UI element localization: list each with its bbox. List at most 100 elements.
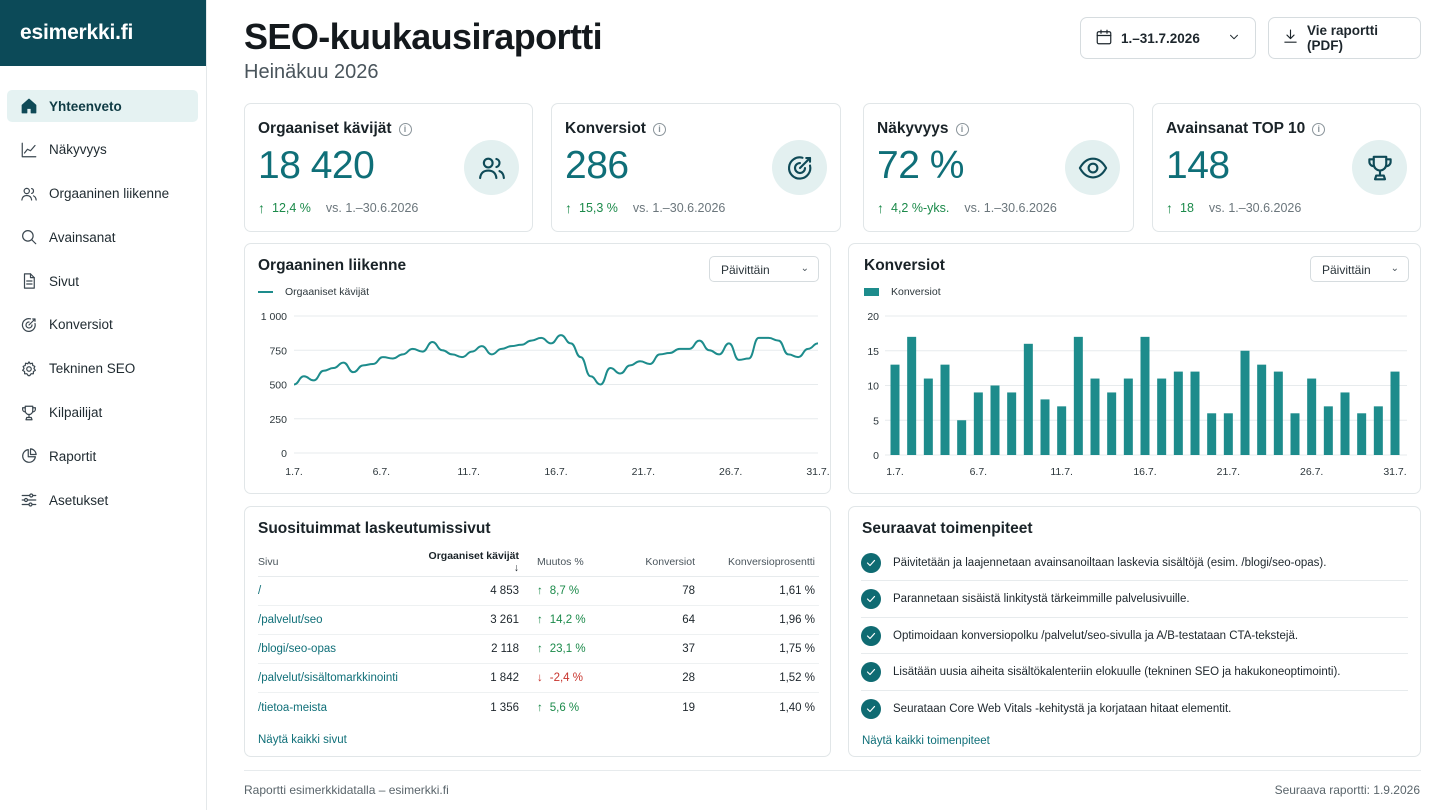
action-text: Lisätään uusia aiheita sisältökalenterii… xyxy=(893,666,1341,678)
bar[interactable] xyxy=(1090,378,1100,455)
bar[interactable] xyxy=(1240,350,1250,455)
visitors-cell: 2 118 xyxy=(423,634,523,664)
bar[interactable] xyxy=(990,385,1000,456)
x-tick-label: 21.7. xyxy=(1217,466,1240,478)
conversions-period-select[interactable]: Päivittäin ⌄ xyxy=(1310,256,1409,282)
sidebar-item-asetukset[interactable]: Asetukset xyxy=(7,484,198,516)
bar[interactable] xyxy=(1323,406,1333,455)
brand-logo[interactable]: esimerkki.fi xyxy=(0,0,206,66)
bar[interactable] xyxy=(1373,406,1383,455)
page-link[interactable]: /palvelut/sisältomarkkinointi xyxy=(258,663,423,693)
chevron-down-icon: ⌄ xyxy=(1390,263,1399,274)
info-icon[interactable]: i xyxy=(652,122,666,136)
bar[interactable] xyxy=(1223,413,1233,455)
change-cell: ↑ 5,6 % xyxy=(523,692,613,724)
trophy-icon xyxy=(19,403,39,423)
table-row[interactable]: /palvelut/seo 3 261 ↑ 14,2 % 64 1,96 % xyxy=(258,605,819,635)
kpi-delta: ↑ 12,4 % vs. 1.–30.6.2026 xyxy=(258,200,418,216)
info-icon[interactable]: i xyxy=(1312,122,1326,136)
arrow-up-icon: ↑ xyxy=(565,200,572,216)
page-subtitle: Heinäkuu 2026 xyxy=(244,61,379,83)
bar[interactable] xyxy=(1140,336,1150,455)
table-row[interactable]: /palvelut/sisältomarkkinointi 1 842 ↓ -2,4 … xyxy=(258,663,819,693)
bar[interactable] xyxy=(1040,399,1050,455)
bar[interactable] xyxy=(940,364,950,455)
bar[interactable] xyxy=(1190,371,1200,455)
page-link[interactable]: /blogi/seo-opas xyxy=(258,634,423,664)
y-tick-label: 250 xyxy=(269,414,287,426)
bar[interactable] xyxy=(1273,371,1283,455)
conversions-cell: 37 xyxy=(613,634,699,664)
arrow-up-icon: ↑ xyxy=(537,584,543,597)
sidebar-item-yhteenveto[interactable]: Yhteenveto xyxy=(7,90,198,122)
bar[interactable] xyxy=(957,420,967,455)
sidebar-item-tekninen-seo[interactable]: Tekninen SEO xyxy=(7,353,198,385)
bar[interactable] xyxy=(1007,392,1017,455)
column-header-visitors[interactable]: Orgaaniset kävijät ↓ xyxy=(423,549,523,577)
kpi-delta: ↑ 18 vs. 1.–30.6.2026 xyxy=(1166,200,1301,216)
table-row[interactable]: /tietoa-meista 1 356 ↑ 5,6 % 19 1,40 % xyxy=(258,692,819,724)
sidebar-item-raportit[interactable]: Raportit xyxy=(7,440,198,472)
sidebar-item-avainsanat[interactable]: Avainsanat xyxy=(7,221,198,253)
column-header-page[interactable]: Sivu xyxy=(258,549,423,577)
bar[interactable] xyxy=(1023,343,1033,455)
sidebar-item-kilpailijat[interactable]: Kilpailijat xyxy=(7,397,198,429)
kpi-value: 286 xyxy=(565,144,629,187)
bar[interactable] xyxy=(1057,406,1067,455)
bar[interactable] xyxy=(1173,371,1183,455)
change-value: 23,1 % xyxy=(549,642,586,655)
column-header-conversions[interactable]: Konversiot xyxy=(613,549,699,577)
show-all-pages-link[interactable]: Näytä kaikki sivut xyxy=(258,734,347,746)
sidebar-item-label: Raportit xyxy=(49,448,97,464)
bar[interactable] xyxy=(1257,364,1267,455)
page-link[interactable]: /tietoa-meista xyxy=(258,702,328,715)
page-link[interactable]: / xyxy=(258,576,423,606)
bar[interactable] xyxy=(1307,378,1317,455)
bar[interactable] xyxy=(1390,371,1400,455)
visitors-cell: 1 356 xyxy=(490,702,519,715)
show-all-actions-link[interactable]: Näytä kaikki toimenpiteet xyxy=(862,735,990,747)
page-link[interactable]: /palvelut/seo xyxy=(258,605,423,635)
table-row[interactable]: /blogi/seo-opas 2 118 ↑ 23,1 % 37 1,75 % xyxy=(258,634,819,664)
export-pdf-button[interactable]: Vie raportti (PDF) xyxy=(1268,17,1421,59)
bar[interactable] xyxy=(923,378,933,455)
conversions-cell: 28 xyxy=(613,663,699,693)
info-icon[interactable]: i xyxy=(398,122,412,136)
sidebar-item-orgaaninen-liikenne[interactable]: Orgaaninen liikenne xyxy=(7,178,198,210)
date-range-label: 1.–31.7.2026 xyxy=(1121,30,1200,46)
bar[interactable] xyxy=(1073,336,1083,455)
bar[interactable] xyxy=(1157,378,1167,455)
bar[interactable] xyxy=(1340,392,1350,455)
check-circle-icon xyxy=(861,589,881,609)
bar[interactable] xyxy=(1107,392,1117,455)
series-line[interactable] xyxy=(293,334,819,386)
bar[interactable] xyxy=(973,392,983,455)
bar[interactable] xyxy=(907,336,917,455)
sidebar-item-konversiot[interactable]: Konversiot xyxy=(7,309,198,341)
next-actions-panel: Seuraavat toimenpiteet Päivitetään ja la… xyxy=(848,506,1421,757)
bar[interactable] xyxy=(890,364,900,455)
arrow-up-icon: ↑ xyxy=(258,200,265,216)
action-item: Parannetaan sisäistä linkitystä tärkeimm… xyxy=(861,582,1408,618)
column-header-change[interactable]: Muutos % xyxy=(523,549,613,577)
traffic-period-select[interactable]: Päivittäin ⌄ xyxy=(709,256,819,282)
sidebar-item-nakyvyys[interactable]: Näkyvyys xyxy=(7,134,198,166)
sidebar-item-label: Avainsanat xyxy=(49,229,116,245)
check-circle-icon xyxy=(861,625,881,646)
rate-cell: 1,61 % xyxy=(699,576,819,606)
y-tick-label: 20 xyxy=(867,311,879,323)
sidebar-item-label: Asetukset xyxy=(49,492,109,508)
date-range-picker[interactable]: 1.–31.7.2026 xyxy=(1080,17,1256,59)
bar[interactable] xyxy=(1207,413,1217,455)
bar[interactable] xyxy=(1123,378,1133,455)
sidebar-item-sivut[interactable]: Sivut xyxy=(7,265,198,297)
column-header-rate[interactable]: Konversioprosentti xyxy=(699,549,819,577)
kpi-card-visibility: Näkyvyys i 72 % ↑ 4,2 %-yks. vs. 1.–30.6.20… xyxy=(863,103,1134,232)
bar[interactable] xyxy=(1357,413,1367,455)
table-row[interactable]: /4 853 ↑ 8,7 % 78 1,61 % xyxy=(258,576,819,606)
legend-swatch xyxy=(864,288,879,296)
x-tick-label: 16.7. xyxy=(544,466,567,478)
info-icon[interactable]: i xyxy=(955,122,969,136)
bar[interactable] xyxy=(1290,413,1300,455)
action-item: Lisätään uusia aiheita sisältökalenterii… xyxy=(861,655,1408,691)
